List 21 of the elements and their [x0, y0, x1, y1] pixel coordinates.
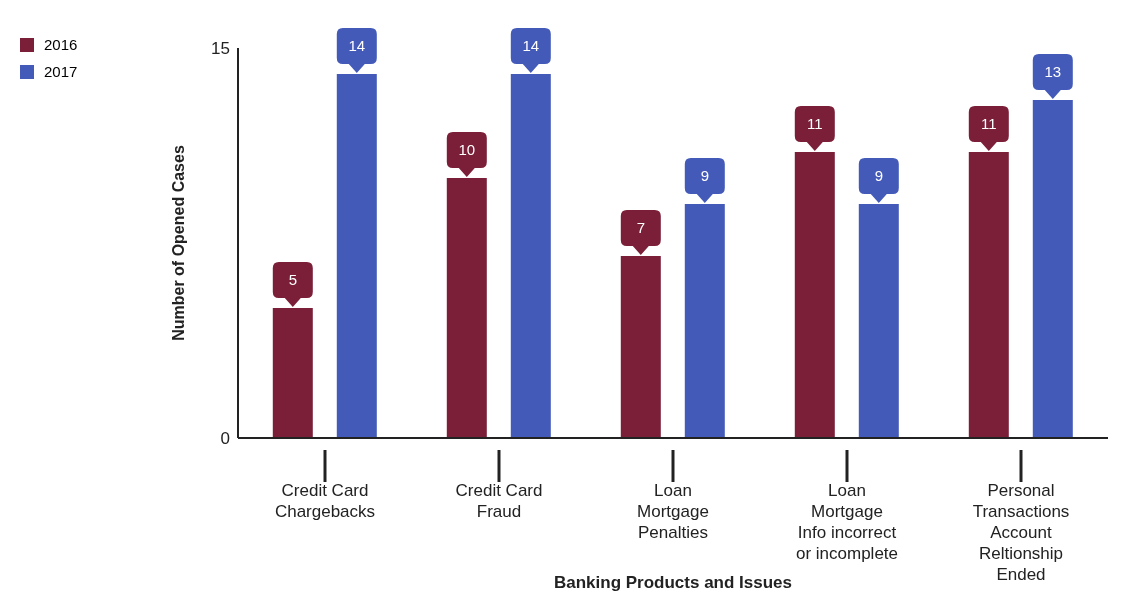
y-tick-label: 0: [220, 429, 230, 449]
data-label: 13: [1044, 62, 1062, 80]
y-axis-title: Number of Opened Cases: [169, 145, 187, 341]
x-axis-title: Banking Products and Issues: [553, 573, 793, 592]
x-tick-label: Loan Mortgage Info incorrect or incomplete: [795, 481, 899, 563]
data-label: 9: [700, 166, 709, 184]
x-tick-label: Loan Mortgage Penalties: [637, 481, 709, 542]
legend-label: 2017: [44, 63, 78, 80]
x-tick-label: Personal Transactions Account Reltionship Ended: [972, 481, 1070, 584]
data-label: 7: [636, 218, 645, 236]
data-label: 10: [458, 140, 476, 158]
data-label: 5: [288, 270, 297, 288]
data-label: 11: [981, 114, 997, 132]
y-tick-label: 15: [211, 39, 230, 59]
legend-label: 2016: [44, 36, 78, 53]
x-tick-label: Credit Card Chargebacks: [274, 481, 376, 521]
data-label: 11: [807, 114, 823, 132]
x-tick-label: Credit Card Fraud: [455, 481, 543, 521]
data-label: 14: [522, 36, 540, 54]
data-label: 14: [348, 36, 366, 54]
data-label: 9: [874, 166, 883, 184]
